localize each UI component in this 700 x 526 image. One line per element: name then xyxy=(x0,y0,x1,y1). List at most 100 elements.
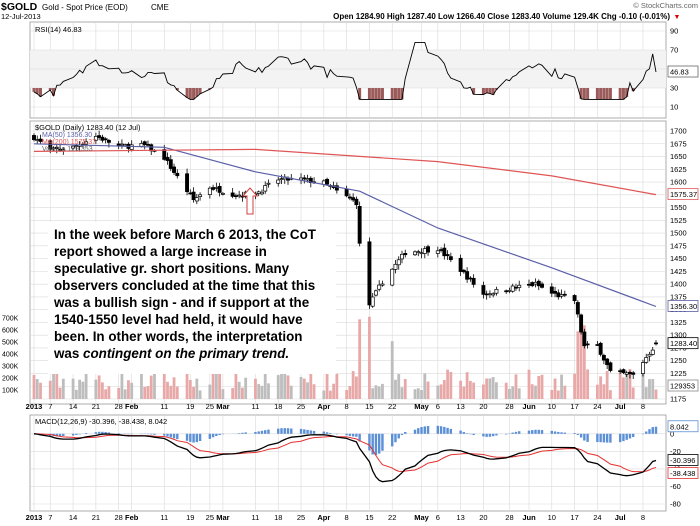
candle-body xyxy=(400,253,404,260)
candle-body xyxy=(435,250,440,254)
volume-bar xyxy=(117,387,121,399)
volume-bar xyxy=(263,372,267,399)
volume-bar xyxy=(211,373,215,399)
volume-bar xyxy=(582,325,586,399)
candle-body xyxy=(491,293,496,296)
symbol-name: Gold - Spot Price (EOD) xyxy=(42,3,128,12)
volume-bar xyxy=(540,374,544,399)
date-tick-label: 25 xyxy=(206,513,214,522)
price-tick-label: 1400 xyxy=(670,280,687,289)
candle-body xyxy=(579,314,584,333)
volume-bar xyxy=(351,371,355,399)
price-tick-label: 1475 xyxy=(670,241,687,250)
macd-value-badge-box xyxy=(667,454,699,466)
candle-body xyxy=(347,196,352,199)
volume-bar xyxy=(97,375,101,399)
candle-body xyxy=(302,177,307,180)
volume-bar xyxy=(140,370,143,399)
rsi-tick-label: 30 xyxy=(670,84,678,93)
date-tick-label: 6 xyxy=(436,402,440,411)
volume-bar xyxy=(74,389,78,399)
date-tick-label: 15 xyxy=(365,513,373,522)
volume-bar xyxy=(371,388,375,399)
ma200-badge: 1575.37 xyxy=(670,190,697,199)
macd-line xyxy=(33,433,657,483)
candle-body xyxy=(185,173,190,193)
volume-bar xyxy=(651,379,655,399)
volume-bar xyxy=(169,385,173,399)
candle-body xyxy=(468,277,473,280)
header-date: 12-Jul-2013 xyxy=(1,12,41,21)
volume-bar xyxy=(553,378,557,399)
volume-bar xyxy=(377,386,381,399)
price-tick-label: 1425 xyxy=(670,267,687,276)
volume-bar xyxy=(107,386,111,399)
date-tick-label: Mar xyxy=(216,402,229,411)
candle-body xyxy=(103,138,108,141)
volume-bar xyxy=(276,375,280,399)
volume-bar xyxy=(52,370,55,399)
annotation-box: In the week before March 6 2013, the CoT… xyxy=(48,222,336,374)
volume-bar xyxy=(374,385,378,399)
date-tick-label: Jun xyxy=(522,402,536,411)
histogram-badge-box xyxy=(667,420,699,433)
date-tick-label: 28 xyxy=(505,513,513,522)
volume-bar xyxy=(631,387,635,399)
volume-bar xyxy=(166,381,169,399)
candle-body xyxy=(260,191,264,195)
ma200-line xyxy=(33,148,657,196)
volume-bar xyxy=(345,390,349,399)
candle-body xyxy=(220,192,225,195)
date-tick-label: 25 xyxy=(297,402,305,411)
candle-body xyxy=(403,253,408,256)
date-tick-label: 18 xyxy=(274,402,282,411)
candle-body xyxy=(175,172,180,177)
volume-bar xyxy=(468,380,472,399)
candle-body xyxy=(380,283,385,286)
macd-tick-label: -20 xyxy=(670,447,681,456)
date-tick-label: 14 xyxy=(69,513,77,522)
candle-body xyxy=(393,263,398,270)
volume-bar xyxy=(162,371,166,399)
candle-body xyxy=(367,241,372,306)
macd-panel xyxy=(29,414,667,512)
volume-bar xyxy=(472,382,476,399)
volume-bar xyxy=(208,384,212,399)
volume-bar xyxy=(605,370,609,399)
volume-bar xyxy=(221,389,225,399)
price-legend-ma50: MA(50) 1356.30 xyxy=(42,132,92,139)
candle-body xyxy=(38,138,43,142)
chg-arrow-icon: ▼ xyxy=(674,14,681,21)
volume-bar xyxy=(508,388,511,399)
volume-bar xyxy=(423,373,427,399)
volume-bar xyxy=(257,384,261,399)
volume-bar xyxy=(237,381,241,399)
volume-bar xyxy=(299,377,303,399)
volume-badge: 129353 xyxy=(670,382,695,391)
candle-body xyxy=(266,182,271,185)
candle-body xyxy=(527,283,531,286)
candle-body xyxy=(654,342,658,345)
date-tick-label: Feb xyxy=(125,513,139,522)
volume-bar xyxy=(599,376,603,399)
volume-bar xyxy=(280,372,283,399)
date-tick-label: 20 xyxy=(479,513,487,522)
volume-bar xyxy=(325,370,329,399)
rsi-tick-label: 90 xyxy=(670,27,678,36)
candle-body xyxy=(517,284,522,288)
candle-body xyxy=(165,157,170,161)
volume-bar xyxy=(560,374,563,399)
volume-tick-label: 300K xyxy=(2,364,19,371)
candle-body xyxy=(448,256,453,261)
date-tick-label: 13 xyxy=(456,402,464,411)
price-legend-main: $GOLD (Daily) 1283.40 (12 Jul) xyxy=(35,123,141,132)
date-tick-label: 11 xyxy=(252,402,260,411)
candle-body xyxy=(357,206,362,244)
candle-body xyxy=(198,194,203,197)
volume-bar xyxy=(413,389,417,399)
candle-body xyxy=(416,251,421,253)
date-tick-label: Jul xyxy=(615,513,626,522)
price-tick-label: 1675 xyxy=(670,139,687,148)
candle-body xyxy=(142,141,147,145)
candle-body xyxy=(325,178,330,185)
